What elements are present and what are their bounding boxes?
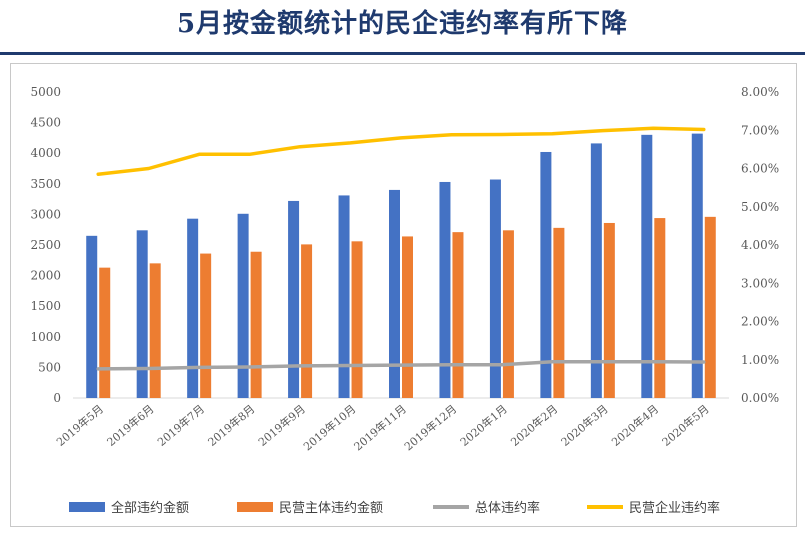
lines xyxy=(96,126,706,371)
bar-private-default-amount xyxy=(200,253,212,398)
x-tick-label: 2019年12月 xyxy=(401,402,459,454)
x-tick-label: 2019年7月 xyxy=(154,402,207,449)
bar-total-default-amount xyxy=(187,218,199,398)
bar-private-default-amount xyxy=(351,241,363,398)
x-tick-label: 2020年3月 xyxy=(558,402,611,449)
bar-total-default-amount xyxy=(641,134,653,398)
bar-private-default-amount xyxy=(502,230,514,398)
y-right-tick-label: 0.00% xyxy=(741,391,779,405)
bar-private-default-amount xyxy=(654,218,666,398)
x-tick-label: 2020年1月 xyxy=(457,402,510,449)
bar-private-default-amount xyxy=(149,263,161,398)
legend-label: 民营主体违约金额 xyxy=(279,500,383,516)
y-left-tick-label: 0 xyxy=(53,391,61,405)
x-tick-label: 2019年5月 xyxy=(53,402,106,449)
bar-total-default-amount xyxy=(136,230,148,398)
y-right-tick-label: 4.00% xyxy=(741,238,779,252)
bar-private-default-amount xyxy=(603,222,615,398)
bar-total-default-amount xyxy=(338,195,350,398)
y-left-tick-label: 1500 xyxy=(30,299,61,313)
x-tick-label: 2019年10月 xyxy=(300,402,358,454)
y-left-tick-label: 5000 xyxy=(30,85,61,99)
bar-total-default-amount xyxy=(489,179,501,398)
page-title: 5月按金额统计的民企违约率有所下降 xyxy=(176,9,629,39)
y-right-tick-label: 7.00% xyxy=(741,123,779,137)
y-left-tick-label: 1000 xyxy=(30,330,61,344)
bar-private-default-amount xyxy=(704,216,716,398)
y-left-tick-label: 3000 xyxy=(30,207,61,221)
line-overall-default-rate xyxy=(96,359,706,371)
legend-swatch xyxy=(237,502,273,512)
line-private-default-rate xyxy=(96,126,706,176)
y-right-tick-label: 1.00% xyxy=(741,353,779,367)
legend-label: 总体违约率 xyxy=(475,500,540,516)
y-right-tick-label: 2.00% xyxy=(741,315,779,329)
y-right-tick-label: 8.00% xyxy=(741,85,779,99)
y-left-tick-label: 4500 xyxy=(30,116,61,130)
legend-label: 全部违约金额 xyxy=(111,500,189,516)
chart-frame: 0 500 1000 1500 2000 2500 3000 3500 4000 4500 5000… xyxy=(10,63,797,527)
x-tick-label: 2020年2月 xyxy=(508,402,561,449)
legend-label: 民营企业违约率 xyxy=(629,500,720,516)
bar-private-default-amount xyxy=(452,232,464,398)
bar-total-default-amount xyxy=(540,151,552,398)
y-left-tick-label: 500 xyxy=(38,360,61,374)
x-tick-label: 2020年4月 xyxy=(609,402,662,449)
x-tick-label: 2019年11月 xyxy=(351,402,409,454)
y-left-tick-label: 4000 xyxy=(30,146,61,160)
bar-private-default-amount xyxy=(250,251,262,398)
x-tick-label: 2020年5月 xyxy=(659,402,712,449)
y-right-tick-label: 3.00% xyxy=(741,276,779,290)
bars xyxy=(86,133,716,398)
y-left-tick-label: 2000 xyxy=(30,269,61,283)
bar-private-default-amount xyxy=(553,227,565,398)
bar-total-default-amount xyxy=(691,133,703,398)
y-left-tick-label: 3500 xyxy=(30,177,61,191)
bar-private-default-amount xyxy=(99,267,111,398)
bar-private-default-amount xyxy=(301,244,313,398)
y-right-tick-label: 6.00% xyxy=(741,162,779,176)
bar-private-default-amount xyxy=(402,236,413,398)
title-underline xyxy=(0,52,805,55)
bar-total-default-amount xyxy=(288,200,300,398)
x-tick-label: 2019年6月 xyxy=(104,402,157,449)
legend-swatch xyxy=(69,502,105,512)
combo-chart: 0 500 1000 1500 2000 2500 3000 3500 4000 4500 5000… xyxy=(30,85,779,516)
bar-total-default-amount xyxy=(590,143,602,398)
bar-total-default-amount xyxy=(237,213,249,398)
bar-total-default-amount xyxy=(86,235,98,398)
y-left-tick-label: 2500 xyxy=(30,238,61,252)
bar-total-default-amount xyxy=(389,189,400,398)
x-tick-label: 2019年8月 xyxy=(205,402,258,449)
x-tick-label: 2019年9月 xyxy=(255,402,308,449)
legend: 全部违约金额 民营主体违约金额 总体违约率 民营企业违约率 xyxy=(69,500,720,516)
bar-total-default-amount xyxy=(439,181,451,398)
y-right-tick-label: 5.00% xyxy=(741,200,779,214)
